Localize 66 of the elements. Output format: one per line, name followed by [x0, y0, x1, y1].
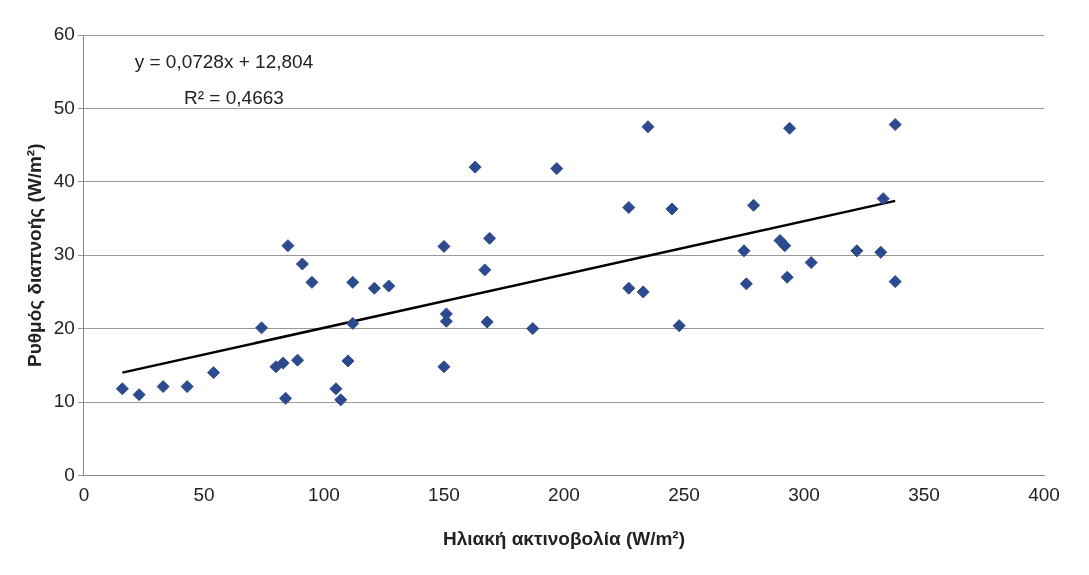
y-tick-label: 40: [53, 170, 75, 192]
x-tick-label: 100: [308, 484, 340, 506]
point: [622, 200, 636, 214]
point: [115, 382, 129, 396]
point: [737, 244, 751, 258]
point: [156, 380, 170, 394]
point: [783, 121, 797, 135]
point: [279, 391, 293, 405]
point: [850, 244, 864, 258]
point: [480, 315, 494, 329]
point: [334, 393, 348, 407]
point: [804, 256, 818, 270]
point: [437, 360, 451, 374]
point: [876, 192, 890, 206]
point: [382, 279, 396, 293]
point: [281, 239, 295, 253]
annotation: R² = 0,4663: [184, 87, 284, 109]
point: [483, 231, 497, 245]
point: [622, 281, 636, 295]
y-tick-label: 20: [53, 316, 75, 338]
point: [341, 354, 355, 368]
point: [180, 380, 194, 394]
point: [276, 356, 290, 370]
y-tick-label: 0: [64, 463, 75, 485]
y-tick-label: 10: [53, 390, 75, 412]
point: [437, 239, 451, 253]
x-tick-label: 400: [1028, 484, 1060, 506]
point: [747, 198, 761, 212]
x-axis-title: Ηλιακή ακτινοβολία (W/m²): [442, 527, 685, 549]
y-tick-label: 30: [53, 243, 75, 265]
point: [636, 285, 650, 299]
annotation: y = 0,0728x + 12,804: [134, 51, 314, 73]
x-tick-label: 0: [78, 484, 90, 506]
point: [665, 202, 679, 216]
x-tick-label: 350: [908, 484, 940, 506]
x-tick-label: 50: [193, 484, 215, 506]
point: [672, 319, 686, 333]
x-tick-label: 250: [668, 484, 700, 506]
point: [295, 257, 309, 271]
point: [132, 388, 146, 402]
point: [641, 120, 655, 134]
point: [888, 118, 902, 132]
point: [367, 281, 381, 295]
y-tick-label: 50: [53, 96, 75, 118]
point: [346, 316, 360, 330]
point: [780, 270, 794, 284]
point: [329, 382, 343, 396]
point: [526, 322, 540, 336]
point: [478, 263, 492, 277]
y-tick-label: 60: [53, 23, 75, 45]
point: [874, 245, 888, 259]
point: [269, 360, 283, 374]
point: [550, 162, 564, 176]
point: [291, 353, 305, 367]
x-tick-label: 200: [548, 484, 580, 506]
point: [255, 321, 269, 335]
y-axis-title: Ρυθμός διαπνοής (W/m²): [23, 143, 45, 367]
point: [888, 275, 902, 289]
point: [305, 275, 319, 289]
x-tick-label: 300: [788, 484, 820, 506]
point: [207, 366, 221, 380]
point: [346, 275, 360, 289]
x-tick-label: 150: [428, 484, 460, 506]
point: [468, 160, 482, 174]
point: [739, 277, 753, 291]
point: [778, 239, 792, 253]
